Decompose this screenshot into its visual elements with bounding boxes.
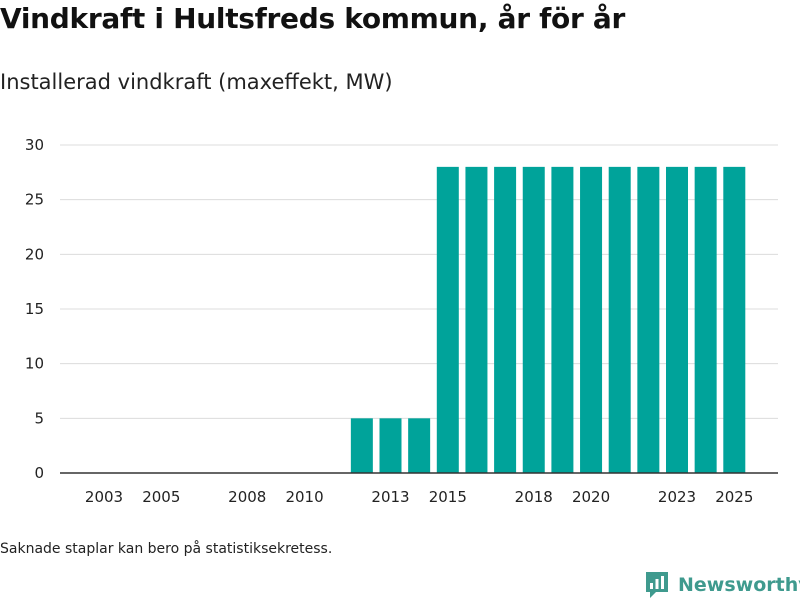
footnote: Saknade staplar kan bero på statistiksek… [0,541,333,557]
bar-2014 [408,418,431,473]
bar-2024 [694,166,717,473]
bar-2015 [436,166,459,473]
y-tick-label: 20 [25,245,44,263]
y-tick-label: 5 [34,409,44,427]
bar-2020 [580,166,603,473]
bars [350,166,746,473]
x-tick-label: 2025 [715,488,753,506]
chart-title: Vindkraft i Hultsfreds kommun, år för år [0,2,626,35]
bar-2021 [608,166,631,473]
bar-2022 [637,166,660,473]
y-axis-ticks: 0 5 10 15 20 25 30 [25,136,44,482]
bar-2018 [522,166,545,473]
y-tick-label: 30 [25,136,44,154]
x-tick-label: 2023 [658,488,696,506]
brand-logo: Newsworthy [644,570,800,600]
x-axis-ticks: 2003 2005 2008 2010 2013 2015 2018 2020 2023 2025 [85,488,753,506]
bar-2023 [666,166,688,473]
x-tick-label: 2020 [572,488,610,506]
bar-2016 [465,166,488,473]
bar-2019 [551,166,574,473]
bar-2025 [723,166,746,473]
bar-2012 [350,418,373,473]
y-tick-label: 10 [25,355,44,373]
chart-subtitle: Installerad vindkraft (maxeffekt, MW) [0,70,393,94]
y-tick-label: 25 [25,191,44,209]
x-tick-label: 2018 [515,488,553,506]
bar-2013 [379,418,402,473]
newsworthy-logo-icon [646,572,668,598]
y-tick-label: 15 [25,300,44,318]
x-tick-label: 2015 [429,488,467,506]
x-tick-label: 2008 [228,488,266,506]
y-tick-label: 0 [34,464,44,482]
x-tick-label: 2010 [285,488,323,506]
brand-name: Newsworthy [678,574,800,596]
x-tick-label: 2013 [371,488,409,506]
x-tick-label: 2003 [85,488,123,506]
bar-2017 [494,166,517,473]
x-tick-label: 2005 [142,488,180,506]
